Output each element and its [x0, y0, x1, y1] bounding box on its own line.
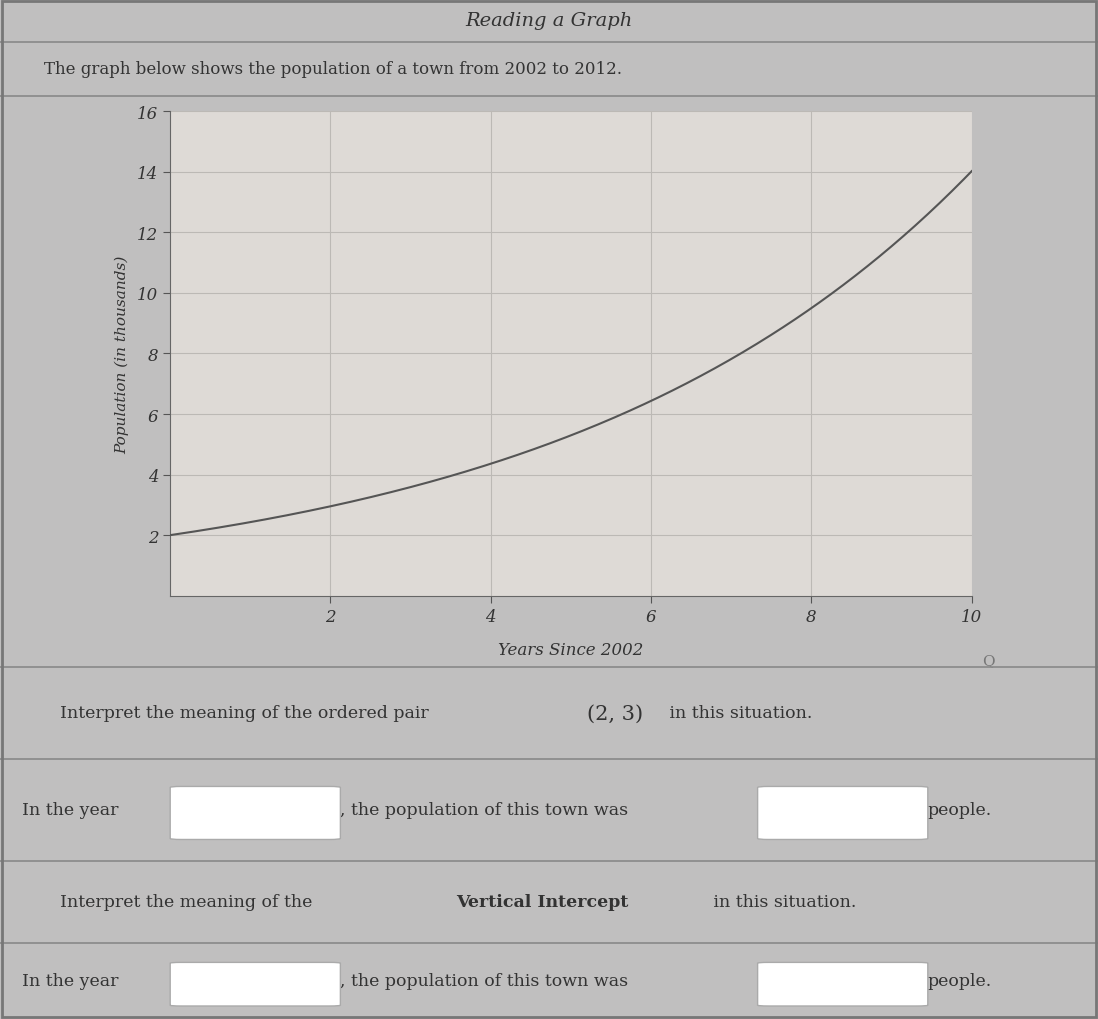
- FancyBboxPatch shape: [758, 787, 928, 840]
- Text: Reading a Graph: Reading a Graph: [466, 12, 632, 31]
- Y-axis label: Population (in thousands): Population (in thousands): [114, 255, 128, 453]
- Text: In the year: In the year: [22, 802, 119, 818]
- Text: The graph below shows the population of a town from 2002 to 2012.: The graph below shows the population of …: [44, 61, 621, 78]
- Text: Q: Q: [982, 653, 995, 667]
- Text: people.: people.: [928, 802, 993, 818]
- FancyBboxPatch shape: [758, 962, 928, 1006]
- Text: Interpret the meaning of the ordered pair: Interpret the meaning of the ordered pai…: [60, 705, 435, 721]
- Text: Years Since 2002: Years Since 2002: [498, 642, 643, 658]
- Text: in this situation.: in this situation.: [664, 705, 813, 721]
- Text: Interpret the meaning of the: Interpret the meaning of the: [60, 894, 318, 910]
- Text: , the population of this town was: , the population of this town was: [340, 802, 628, 818]
- FancyBboxPatch shape: [170, 962, 340, 1006]
- Text: , the population of this town was: , the population of this town was: [340, 972, 628, 989]
- Text: In the year: In the year: [22, 972, 119, 989]
- Text: Vertical Intercept: Vertical Intercept: [456, 894, 628, 910]
- Text: people.: people.: [928, 972, 993, 989]
- Text: (2, 3): (2, 3): [587, 704, 643, 722]
- Text: in this situation.: in this situation.: [708, 894, 856, 910]
- FancyBboxPatch shape: [170, 787, 340, 840]
